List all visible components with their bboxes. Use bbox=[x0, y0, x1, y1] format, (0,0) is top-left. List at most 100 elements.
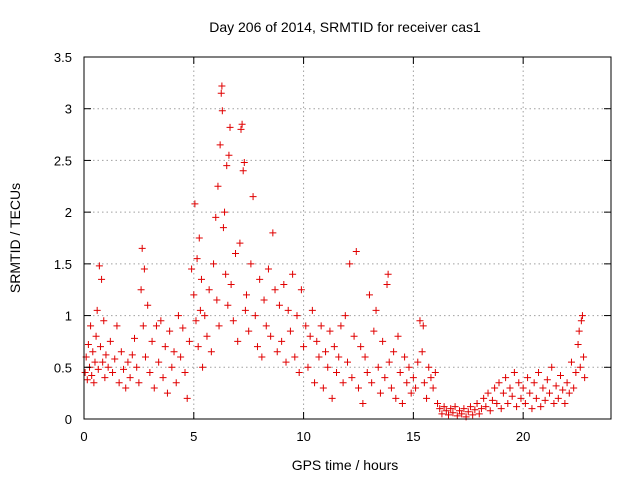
data-point bbox=[226, 123, 234, 131]
data-point bbox=[524, 374, 532, 382]
data-point bbox=[234, 337, 242, 345]
data-point bbox=[241, 306, 249, 314]
data-point bbox=[289, 270, 297, 278]
data-point bbox=[155, 358, 163, 366]
data-point bbox=[194, 343, 202, 351]
y-tick-label: 2 bbox=[65, 205, 72, 220]
data-point bbox=[197, 275, 205, 283]
plot-frame bbox=[83, 56, 612, 420]
data-point bbox=[440, 403, 448, 411]
data-point bbox=[354, 384, 362, 392]
data-point bbox=[179, 324, 187, 332]
data-point bbox=[128, 351, 136, 359]
data-point bbox=[554, 394, 562, 402]
data-point bbox=[258, 353, 266, 361]
data-point bbox=[543, 376, 551, 384]
data-point bbox=[221, 208, 229, 216]
data-point bbox=[576, 363, 584, 371]
data-point bbox=[449, 409, 457, 417]
data-point bbox=[546, 389, 554, 397]
y-tick-label: 0 bbox=[65, 412, 72, 427]
data-point bbox=[572, 368, 580, 376]
data-point bbox=[291, 353, 299, 361]
data-point bbox=[575, 327, 583, 335]
data-point bbox=[137, 286, 145, 294]
data-point bbox=[420, 379, 428, 387]
data-point bbox=[177, 353, 185, 361]
data-point bbox=[139, 322, 147, 330]
data-point bbox=[256, 275, 264, 283]
data-point bbox=[466, 403, 474, 411]
data-point bbox=[225, 151, 233, 159]
y-tick-label: 1.5 bbox=[54, 257, 72, 272]
data-point bbox=[101, 374, 109, 382]
data-point bbox=[227, 281, 235, 289]
data-point bbox=[313, 337, 321, 345]
data-point bbox=[237, 125, 245, 133]
data-point bbox=[515, 379, 523, 387]
data-point bbox=[319, 384, 327, 392]
data-point bbox=[100, 317, 108, 325]
data-point bbox=[565, 389, 573, 397]
data-point bbox=[102, 351, 110, 359]
data-point bbox=[238, 120, 246, 128]
data-point bbox=[521, 399, 529, 407]
data-point bbox=[491, 384, 499, 392]
data-point bbox=[240, 158, 248, 166]
data-points bbox=[81, 82, 589, 421]
data-point bbox=[506, 384, 514, 392]
data-point bbox=[384, 270, 392, 278]
data-point bbox=[416, 317, 424, 325]
data-point bbox=[264, 265, 272, 273]
data-point bbox=[475, 410, 483, 418]
data-point bbox=[196, 306, 204, 314]
y-tick-label: 3 bbox=[65, 102, 72, 117]
x-tick-label: 20 bbox=[516, 429, 530, 444]
data-point bbox=[242, 291, 250, 299]
data-point bbox=[295, 368, 303, 376]
data-point bbox=[297, 286, 305, 294]
data-point bbox=[359, 399, 367, 407]
data-point bbox=[229, 317, 237, 325]
data-point bbox=[434, 399, 442, 407]
data-point bbox=[578, 312, 586, 320]
data-point bbox=[275, 301, 283, 309]
data-point bbox=[315, 353, 323, 361]
data-point bbox=[423, 394, 431, 402]
data-point bbox=[212, 213, 220, 221]
data-point bbox=[513, 403, 521, 411]
data-point bbox=[203, 332, 211, 340]
x-tick-label: 15 bbox=[406, 429, 420, 444]
data-point bbox=[372, 306, 380, 314]
data-point bbox=[239, 167, 247, 175]
data-point bbox=[322, 348, 330, 356]
data-point bbox=[539, 384, 547, 392]
data-point bbox=[350, 332, 358, 340]
data-point bbox=[141, 353, 149, 361]
data-point bbox=[335, 353, 343, 361]
data-point bbox=[563, 379, 571, 387]
y-tick-label: 3.5 bbox=[54, 50, 72, 65]
data-point bbox=[311, 379, 319, 387]
data-point bbox=[339, 379, 347, 387]
data-point bbox=[224, 301, 232, 309]
data-point bbox=[304, 363, 312, 371]
data-point bbox=[517, 394, 525, 402]
data-point bbox=[215, 322, 223, 330]
data-point bbox=[278, 337, 286, 345]
data-point bbox=[207, 348, 215, 356]
y-axis-title: SRMTID / TECUs bbox=[7, 183, 23, 293]
data-point bbox=[493, 399, 501, 407]
data-point bbox=[159, 374, 167, 382]
data-point bbox=[93, 306, 101, 314]
grid-lines bbox=[84, 57, 611, 419]
data-point bbox=[111, 355, 119, 363]
data-point bbox=[267, 332, 275, 340]
data-point bbox=[218, 82, 226, 90]
data-point bbox=[140, 265, 148, 273]
data-point bbox=[89, 348, 97, 356]
y-tick-label: 0.5 bbox=[54, 360, 72, 375]
data-point bbox=[122, 384, 130, 392]
data-point bbox=[482, 403, 490, 411]
